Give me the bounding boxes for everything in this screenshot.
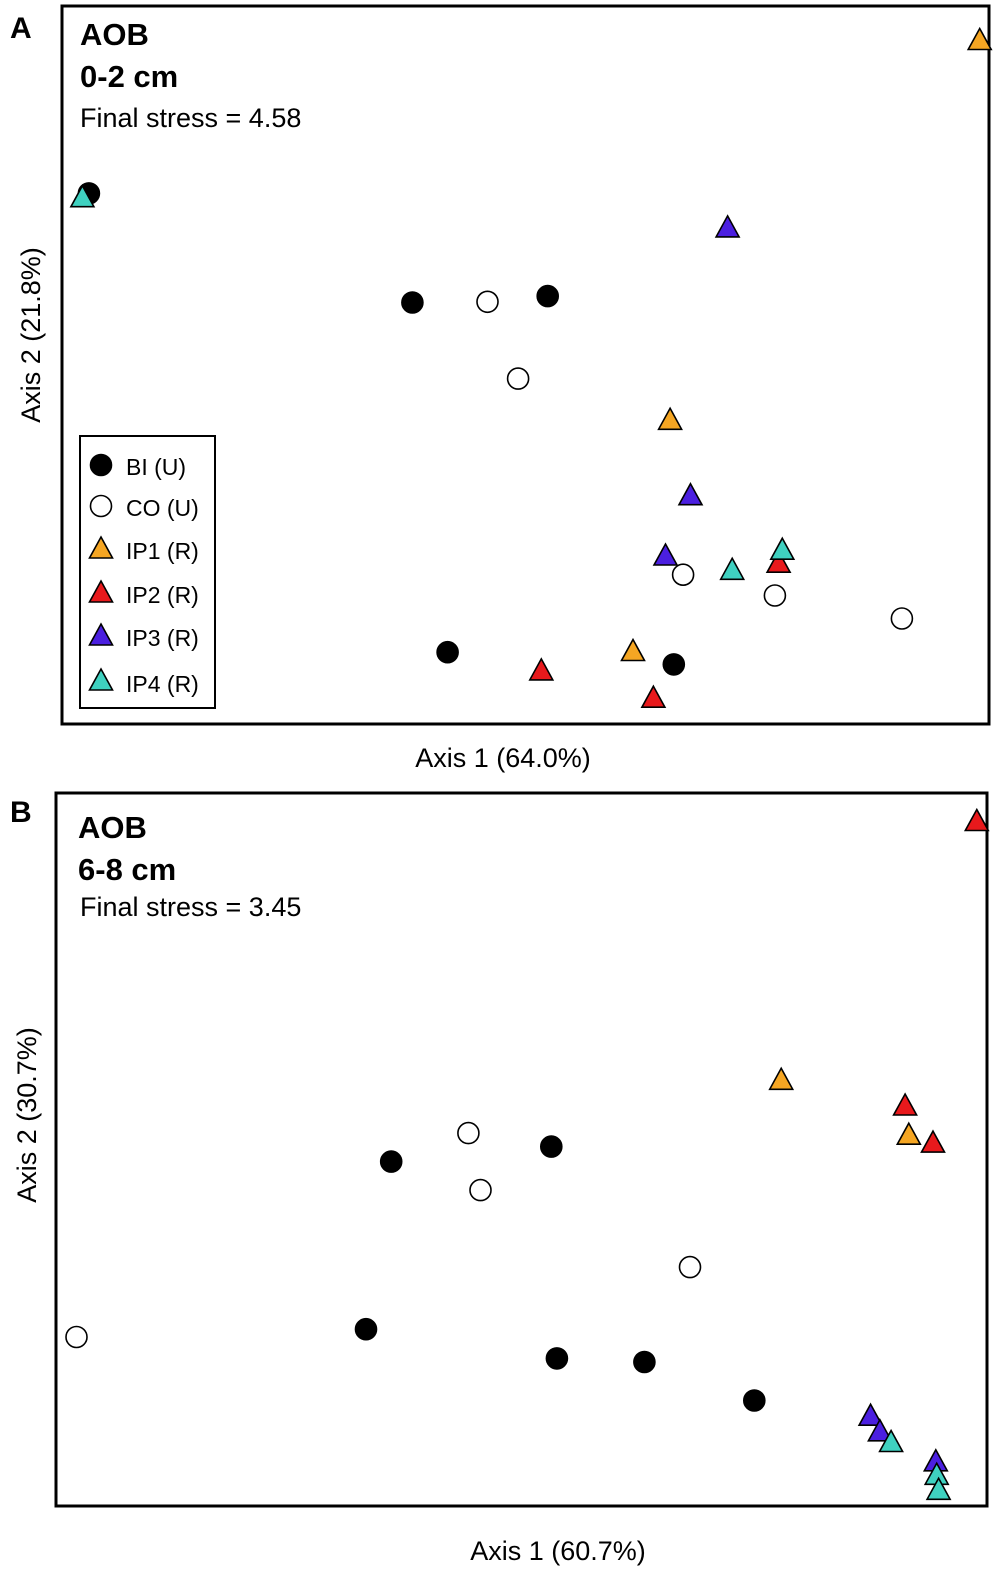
- point-a-ip3-2: [677, 482, 704, 506]
- x-axis-label-b: Axis 1 (60.7%): [470, 1536, 646, 1566]
- point-b-bi-1: [379, 1150, 403, 1173]
- point-a-ip1-3: [620, 637, 646, 662]
- chart-title-b: AOB: [78, 810, 147, 845]
- legend-label-ip3: IP3 (R): [126, 625, 199, 651]
- point-b-co-3: [678, 1255, 702, 1279]
- point-a-ip3-3: [652, 542, 679, 566]
- point-a-ip4-3: [719, 556, 746, 581]
- point-a-co-1: [476, 290, 499, 314]
- point-b-ip3-2: [867, 1418, 893, 1442]
- y-axis-label-b: Axis 2 (30.7%): [12, 1027, 42, 1203]
- point-a-co-4: [763, 584, 787, 607]
- point-b-co-2: [469, 1178, 492, 1202]
- point-a-co-3: [671, 563, 695, 587]
- point-a-bi-3: [536, 284, 560, 308]
- legend-symbol-bi: [89, 453, 113, 477]
- point-b-bi-5: [633, 1350, 656, 1374]
- point-a-co-5: [890, 607, 914, 630]
- legend-label-ip4: IP4 (R): [126, 671, 199, 697]
- point-b-bi-6: [742, 1389, 766, 1412]
- markers-a: [69, 26, 993, 709]
- point-a-ip1-1: [966, 26, 993, 51]
- y-axis-label-a: Axis 2 (21.8%): [16, 247, 46, 423]
- legend-symbol-ip2: [88, 579, 114, 603]
- plot-frame-a: [60, 4, 991, 726]
- stress-annotation-b: Final stress = 3.45: [80, 892, 301, 922]
- point-b-ip4-1: [878, 1428, 904, 1453]
- panel-b: B AOB 6-8 cm Final stress = 3.45 Axis 1 …: [10, 791, 990, 1566]
- point-b-bi-3: [354, 1317, 378, 1341]
- point-b-ip3-1: [857, 1402, 884, 1426]
- point-b-ip2-1: [963, 807, 990, 832]
- chart-subtitle-a: 0-2 cm: [80, 59, 178, 94]
- panel-letter-a: A: [10, 12, 32, 45]
- point-a-ip4-2: [769, 536, 796, 561]
- point-b-ip2-2: [892, 1092, 918, 1116]
- point-a-ip2-3: [765, 549, 792, 574]
- point-b-co-4: [65, 1325, 88, 1349]
- chart-subtitle-b: 6-8 cm: [78, 852, 176, 887]
- legend-symbol-ip4: [88, 667, 114, 691]
- chart-title-a: AOB: [80, 17, 149, 52]
- legend-label-co: CO (U): [126, 495, 199, 521]
- legend-symbol-ip3: [88, 622, 114, 646]
- point-b-ip4-3: [925, 1476, 952, 1501]
- point-a-co-2: [506, 367, 530, 390]
- point-a-ip3-1: [714, 214, 741, 238]
- legend-symbol-ip1: [88, 535, 114, 559]
- plot-frame-b: [54, 791, 989, 1508]
- point-b-ip1-2: [895, 1121, 922, 1145]
- point-a-ip1-2: [657, 406, 683, 431]
- legend-label-ip2: IP2 (R): [126, 582, 199, 608]
- panel-a: A AOB 0-2 cm Final stress = 4.58 Axis 1 …: [10, 4, 993, 773]
- legend-label-ip1: IP1 (R): [126, 538, 199, 564]
- x-axis-label-a: Axis 1 (64.0%): [415, 743, 591, 773]
- panel-letter-b: B: [10, 796, 32, 829]
- point-b-ip2-3: [920, 1129, 946, 1153]
- point-b-bi-4: [545, 1347, 569, 1370]
- point-a-ip4-1: [69, 184, 96, 208]
- point-b-bi-2: [539, 1135, 563, 1158]
- markers-b: [65, 807, 990, 1501]
- legend-box: [79, 435, 216, 709]
- point-a-bi-5: [662, 653, 686, 676]
- legend-label-bi: BI (U): [126, 454, 186, 480]
- legend-symbols: [88, 453, 114, 691]
- point-a-ip2-1: [528, 657, 555, 681]
- legend-symbol-co: [89, 494, 113, 518]
- point-b-co-1: [457, 1121, 480, 1145]
- point-a-bi-2: [401, 291, 424, 314]
- point-a-bi-4: [436, 640, 459, 664]
- point-a-ip2-2: [640, 684, 667, 709]
- stress-annotation-a: Final stress = 4.58: [80, 103, 301, 133]
- point-b-ip1-1: [768, 1066, 795, 1091]
- legend: BI (U) CO (U) IP1 (R) IP2 (R) IP3 (R) IP…: [79, 435, 216, 709]
